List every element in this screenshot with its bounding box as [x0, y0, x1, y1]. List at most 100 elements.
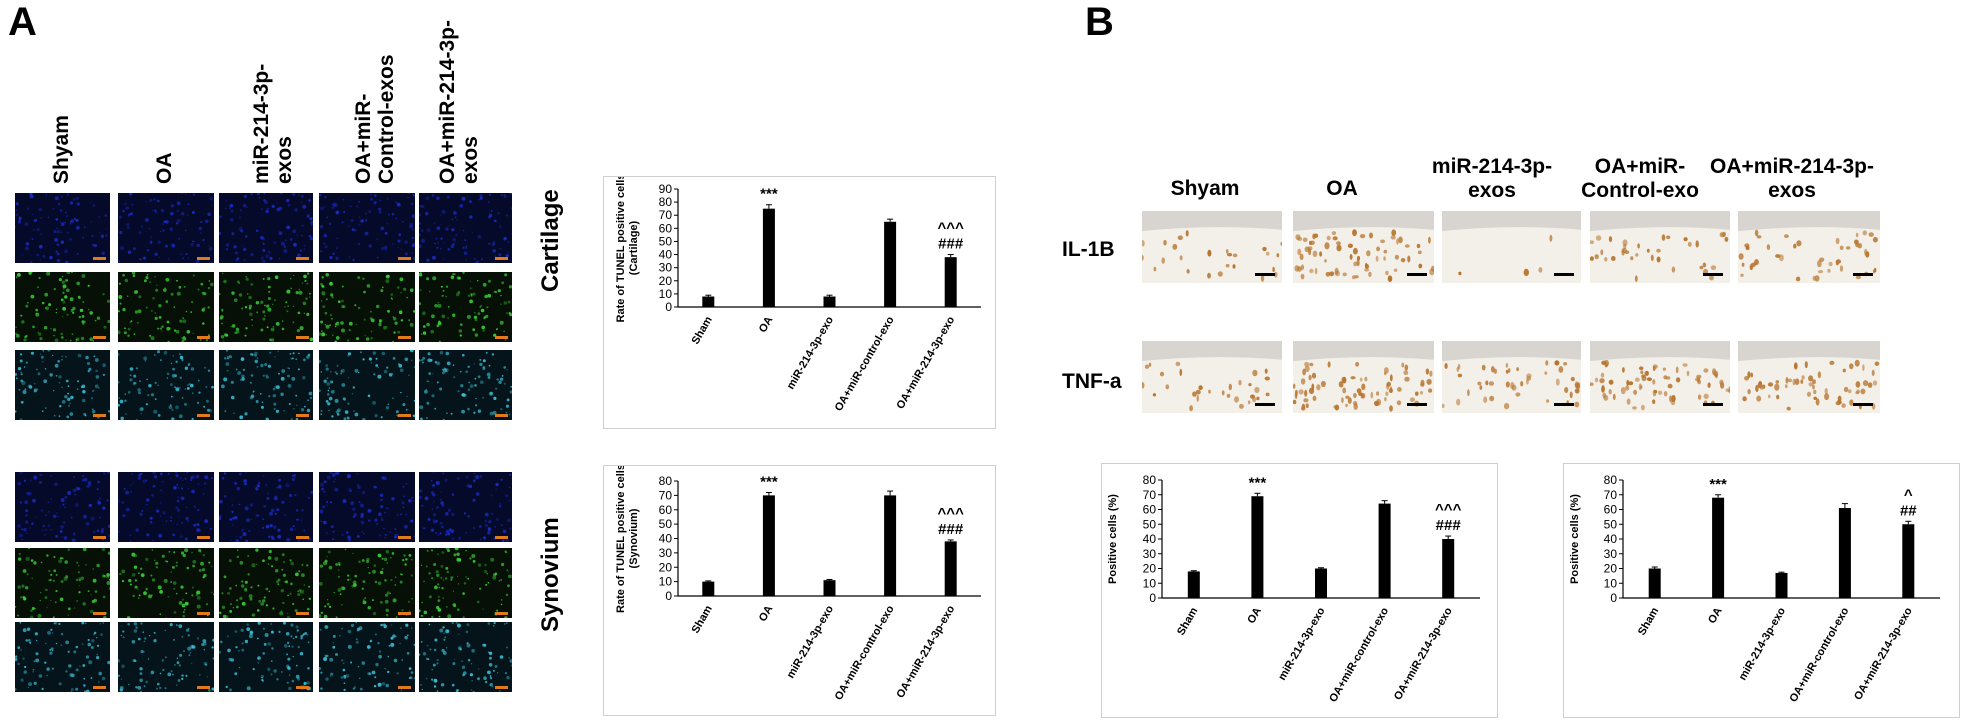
fluorescence-image-r3-c1: [118, 472, 214, 542]
panel-b-column-label-0-line-0: Shyam: [1170, 177, 1240, 200]
ihc-image-r0-c3: [1590, 211, 1730, 283]
y-tick-label: 20: [659, 560, 673, 574]
scale-bar: [1554, 403, 1574, 406]
fluorescence-image-r2-c4: [419, 350, 512, 420]
fluorescence-image-r2-c2: [219, 350, 313, 420]
y-tick-label: 30: [1604, 547, 1618, 561]
scale-bar: [1255, 403, 1275, 406]
panel-b-column-label-4: OA+miR-214-3p-exos: [1692, 155, 1892, 203]
bar-3: [884, 495, 897, 596]
scale-bar: [1703, 403, 1723, 406]
category-label-1: OA: [757, 603, 776, 623]
bar-1: [1712, 497, 1725, 598]
fluorescence-image-r4-c3: [319, 548, 415, 618]
fluorescence-image-r4-c1: [118, 548, 214, 618]
fluorescence-image-r3-c2: [219, 472, 313, 542]
chart-tnfa: 0 10 20 30 40 50 60 70 80 Positive cells (%) Sham *…: [1563, 463, 1960, 718]
fluorescence-image-r3-c3: [319, 472, 415, 542]
scale-bar: [296, 257, 309, 260]
bar-2: [1315, 568, 1327, 598]
fluorescence-image-r5-c3: [319, 622, 415, 692]
fluorescence-image-r1-c2: [219, 272, 313, 342]
y-tick-label: 0: [665, 589, 672, 603]
scale-bar: [296, 336, 309, 339]
y-tick-label: 10: [659, 287, 673, 301]
category-label-2: miR-214-3p-exo: [785, 603, 836, 680]
panel-a-column-label-4-line-0: OA+miR-214-3p-: [436, 20, 459, 184]
fluorescence-image-r2-c3: [319, 350, 415, 420]
scale-bar: [197, 612, 210, 615]
bar-4: [944, 257, 957, 307]
y-tick-label: 90: [659, 182, 673, 196]
panel-b-column-label-0: Shyam: [1105, 177, 1305, 201]
scale-bar: [398, 686, 411, 689]
y-tick-label: 70: [659, 208, 673, 222]
ihc-image-r1-c3: [1590, 341, 1730, 413]
chart-il1b: 0 10 20 30 40 50 60 70 80 Positive cells (%) Sham *…: [1101, 463, 1498, 718]
y-tick-label: 20: [1143, 562, 1157, 576]
bar-4: [1442, 539, 1455, 598]
bar-4: [944, 541, 957, 596]
significance-label-1: ***: [1709, 476, 1727, 493]
scale-bar: [398, 536, 411, 539]
ihc-image-r1-c1: [1293, 341, 1434, 413]
scale-bar: [296, 414, 309, 417]
panel-b-column-label-3: OA+miR- Control-exo: [1540, 155, 1740, 203]
y-tick-label: 50: [659, 234, 673, 248]
scale-bar: [398, 414, 411, 417]
y-tick-label: 40: [659, 248, 673, 262]
y-tick-label: 10: [1604, 576, 1618, 590]
y-tick-label: 50: [1143, 517, 1157, 531]
scale-bar: [1703, 273, 1723, 276]
panel-b-column-label-2-line-0: miR-214-3p-: [1431, 155, 1553, 178]
category-label-0: Sham: [1175, 605, 1200, 637]
bar-1: [762, 208, 775, 307]
significance-label-1: ***: [760, 186, 778, 203]
bar-0: [1187, 571, 1200, 598]
scale-bar: [197, 686, 210, 689]
fluorescence-image-r2-c0: [15, 350, 110, 420]
category-label-4: OA+miR-214-3p-exo: [1392, 605, 1455, 702]
ihc-image-r1-c2: [1442, 341, 1581, 413]
scale-bar: [398, 612, 411, 615]
chart-cartilage: 0 10 20 30 40 50 60 70 80 90 Rate of TUNEL positiv…: [603, 176, 996, 429]
scale-bar: [93, 336, 106, 339]
y-axis-label: Positive cells (%): [1569, 494, 1581, 584]
y-tick-label: 70: [1143, 488, 1157, 502]
bar-2: [823, 580, 836, 596]
scale-bar: [93, 536, 106, 539]
category-label-3: OA+miR-control-exo: [833, 603, 897, 702]
panel-b-column-label-3-line-0: OA+miR-: [1594, 155, 1686, 178]
y-axis-label: Rate of TUNEL positive cells: [615, 177, 627, 322]
ihc-image-r1-c4: [1738, 341, 1880, 413]
scale-bar: [1853, 273, 1873, 276]
bar-1: [1251, 496, 1264, 598]
y-tick-label: 50: [1604, 517, 1618, 531]
fluorescence-image-r1-c3: [319, 272, 415, 342]
significance-label-1: ***: [760, 474, 778, 491]
y-tick-label: 10: [659, 575, 673, 589]
fluorescence-image-r0-c0: [15, 193, 110, 263]
category-label-4: OA+miR-214-3p-exo: [894, 603, 957, 700]
significance-label-1: ***: [1249, 474, 1267, 491]
fluorescence-image-r5-c4: [419, 622, 512, 692]
fluorescence-image-r3-c0: [15, 472, 110, 542]
bar-3: [1378, 503, 1391, 598]
scale-bar: [495, 686, 508, 689]
panel-a-column-label-2-line-0: miR-214-3p-: [250, 63, 273, 184]
fluorescence-image-r4-c4: [419, 548, 512, 618]
category-label-3: OA+miR-control-exo: [833, 314, 897, 413]
panel-a-column-label-0: Shyam: [50, 115, 73, 184]
row-label-synovium: Synovium: [537, 517, 564, 632]
bar-0: [1648, 568, 1661, 598]
scale-bar: [296, 536, 309, 539]
bar-4: [1902, 524, 1915, 598]
panel-b-column-label-1: OA: [1242, 177, 1442, 201]
y-tick-label: 0: [665, 300, 672, 314]
panel-a-column-label-3-line-1: Control-exos: [375, 54, 399, 184]
y-tick-label: 80: [659, 474, 673, 488]
significance-label-4: ^^^: [1435, 501, 1462, 518]
